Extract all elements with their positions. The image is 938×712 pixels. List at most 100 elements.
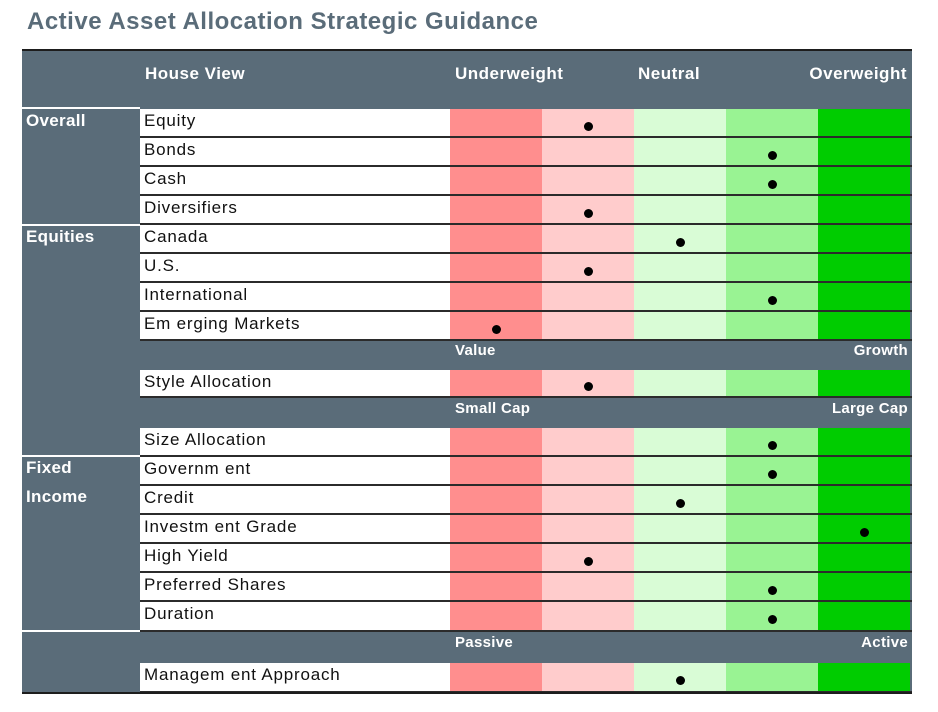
table-row: Size Allocation [140, 428, 912, 457]
scale-cell [542, 283, 634, 310]
scale-cell [450, 486, 542, 513]
position-dot [675, 676, 685, 685]
scale-cell [450, 428, 542, 455]
scale-cell [818, 254, 910, 281]
row-label: Bonds [140, 138, 450, 165]
row-label: Equity [140, 109, 450, 136]
position-dot [675, 237, 685, 247]
row-rule [140, 281, 912, 283]
scale-cell [726, 486, 818, 513]
scale-cell [818, 573, 910, 600]
scale-cell [634, 573, 726, 600]
scale-cell [450, 138, 542, 165]
scale-cell [818, 370, 910, 396]
scale-cell [818, 312, 910, 339]
position-dot [491, 324, 501, 334]
scale-passive-label: Passive [455, 634, 513, 651]
table-row: International [140, 283, 912, 312]
table-row: Em erging Markets [140, 312, 912, 341]
scale-cell [634, 109, 726, 136]
position-dot [583, 556, 593, 566]
scale-cell [542, 515, 634, 542]
table-row: Cash [140, 167, 912, 196]
neutral-header: Neutral [638, 64, 701, 83]
scale-cell [818, 457, 910, 484]
position-dot [767, 150, 777, 160]
overweight-header: Overweight [809, 64, 907, 83]
scale-cell [542, 167, 634, 194]
scale-cell [542, 428, 634, 455]
scale-cell [450, 254, 542, 281]
row-label: Credit [140, 486, 450, 513]
row-label: Cash [140, 167, 450, 194]
scale-cell [726, 312, 818, 339]
scale-large-cap-label: Large Cap [831, 400, 908, 417]
row-rule [140, 252, 912, 254]
scale-value-label: Value [455, 342, 496, 359]
scale-cell [450, 225, 542, 252]
row-rule [140, 484, 912, 486]
scale-cell [634, 312, 726, 339]
section-fixed-income-line2: Income [26, 487, 88, 506]
row-label: Governm ent [140, 457, 450, 484]
row-rule [140, 223, 912, 225]
position-dot [767, 179, 777, 189]
scale-small-cap-label: Small Cap [455, 400, 531, 417]
section-divider [22, 107, 140, 109]
table-row: Duration [140, 602, 912, 632]
table-row: Preferred Shares [140, 573, 912, 602]
scale-cell [818, 167, 910, 194]
table-bottom-rule [22, 692, 912, 694]
section-equities: Equities [26, 227, 95, 246]
underweight-header: Underweight [455, 64, 564, 83]
row-label: Preferred Shares [140, 573, 450, 600]
section-divider [22, 224, 140, 226]
position-dot [767, 295, 777, 305]
scale-cell [542, 312, 634, 339]
row-label: High Yield [140, 544, 450, 571]
scale-cell [818, 196, 910, 223]
scale-cell [450, 196, 542, 223]
scale-cell [450, 544, 542, 571]
position-dot [767, 585, 777, 595]
row-rule [140, 600, 912, 602]
row-label: Em erging Markets [140, 312, 450, 339]
row-rule [140, 194, 912, 196]
scale-cell [726, 254, 818, 281]
scale-cell [818, 602, 910, 630]
table-top-rule [22, 49, 912, 51]
scale-cell [818, 283, 910, 310]
scale-cell [450, 370, 542, 396]
position-dot [767, 469, 777, 479]
row-rule [140, 136, 912, 138]
position-dot [583, 266, 593, 276]
position-dot [767, 440, 777, 450]
row-label: Duration [140, 602, 450, 630]
position-dot [583, 208, 593, 218]
table-row: Governm ent [140, 457, 912, 486]
section-divider [22, 630, 140, 632]
table-row: Equity [140, 109, 912, 138]
scale-cell [542, 225, 634, 252]
row-rule [140, 310, 912, 312]
scale-cell [726, 544, 818, 571]
row-label: Managem ent Approach [140, 663, 450, 691]
row-label: International [140, 283, 450, 310]
scale-growth-label: Growth [853, 342, 908, 359]
page-title: Active Asset Allocation Strategic Guidan… [27, 8, 539, 35]
scale-cell [450, 602, 542, 630]
row-label: Investm ent Grade [140, 515, 450, 542]
section-divider [22, 455, 140, 457]
scale-cell [634, 138, 726, 165]
row-label: Canada [140, 225, 450, 252]
table-row: Style Allocation [140, 370, 912, 398]
house-view-header: House View [145, 64, 246, 83]
scale-cell [726, 370, 818, 396]
section-overall: Overall [26, 111, 86, 130]
scale-cell [818, 663, 910, 691]
position-dot [583, 382, 593, 391]
scale-cell [634, 515, 726, 542]
scale-cell [726, 515, 818, 542]
scale-cell [450, 283, 542, 310]
row-rule [140, 630, 912, 632]
